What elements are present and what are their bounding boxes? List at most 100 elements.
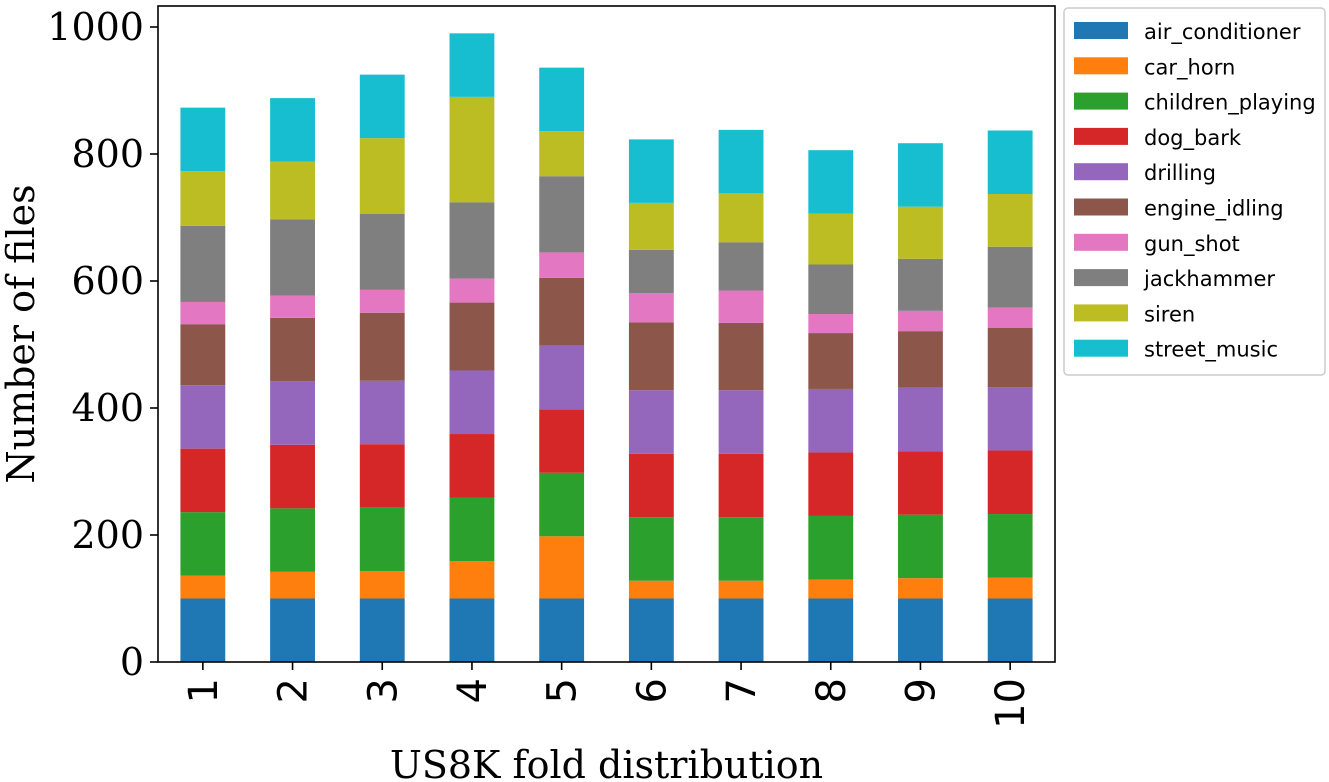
bar-segment-jackhammer-fold-7	[718, 242, 764, 291]
bar-segment-gun-shot-fold-9	[898, 310, 943, 332]
bar-segment-siren-fold-7	[718, 193, 764, 243]
bar-segment-street-music-fold-2	[270, 98, 315, 162]
bar-segment-children-playing-fold-9	[898, 514, 943, 579]
bar-segment-air-conditioner-fold-1	[180, 598, 226, 662]
legend: air_conditioner car_horn children_playingd…	[1063, 7, 1326, 376]
bar-segment-car-horn-fold-3	[359, 571, 405, 599]
bar-segment-street-music-fold-3	[359, 74, 405, 139]
y-axis: 0 200 400 600 800 1000	[47, 5, 158, 684]
bar-segment-air-conditioner-fold-8	[808, 598, 854, 662]
bar-segment-jackhammer-fold-8	[808, 264, 854, 315]
bar-segment-air-conditioner-fold-7	[718, 598, 764, 662]
y-axis-label: Number of files	[0, 184, 43, 483]
bar-segment-street-music-fold-4	[449, 33, 495, 97]
bar-segment-siren-fold-8	[808, 213, 854, 265]
legend-swatch-air-conditioner	[1074, 22, 1128, 39]
bar-segment-drilling-fold-9	[898, 387, 943, 452]
bar-segment-dog-bark-fold-4	[449, 434, 495, 498]
x-tick-label: 6	[629, 678, 675, 703]
bar-segment-street-music-fold-7	[718, 129, 764, 194]
bar-segment-children-playing-fold-4	[449, 497, 495, 562]
bar-segment-drilling-fold-8	[808, 388, 854, 453]
bar-segment-air-conditioner-fold-9	[898, 598, 943, 662]
bar-segment-air-conditioner-fold-10	[987, 598, 1033, 662]
bar-segment-children-playing-fold-8	[808, 515, 854, 580]
bar-segment-engine-idling-fold-4	[449, 302, 495, 371]
legend-label-engine-idling: engine_idling	[1144, 197, 1284, 222]
legend-swatch-engine-idling	[1074, 198, 1128, 216]
bar-segment-siren-fold-5	[539, 131, 585, 177]
bar-segment-air-conditioner-fold-5	[539, 598, 585, 662]
bar-segment-gun-shot-fold-7	[718, 290, 764, 323]
legend-label-gun-shot: gun_shot	[1144, 232, 1240, 257]
bar-segment-engine-idling-fold-2	[270, 317, 315, 382]
x-tick-label: 2	[271, 678, 317, 703]
y-tick-label: 200	[71, 513, 144, 557]
bar-segment-air-conditioner-fold-6	[628, 598, 674, 662]
bar-segment-street-music-fold-9	[898, 143, 943, 207]
bar-segment-car-horn-fold-4	[449, 561, 495, 599]
y-tick-label: 600	[71, 259, 144, 303]
bar-segment-engine-idling-fold-7	[718, 322, 764, 391]
x-axis: 1 2 3 4 5 6 7 8 9 10	[181, 662, 1034, 729]
bar-segment-street-music-fold-6	[628, 139, 674, 203]
legend-swatch-siren	[1074, 304, 1128, 322]
x-tick-label: 8	[809, 678, 855, 703]
bar-segment-dog-bark-fold-9	[898, 451, 943, 515]
bar-segment-dog-bark-fold-1	[180, 448, 226, 513]
bar-segment-car-horn-fold-10	[987, 577, 1033, 599]
y-tick-label: 400	[71, 386, 144, 430]
bar-segment-gun-shot-fold-1	[180, 301, 226, 325]
legend-label-jackhammer: jackhammer	[1143, 267, 1275, 291]
bar-segment-car-horn-fold-1	[180, 575, 226, 599]
legend-swatch-gun-shot	[1074, 233, 1128, 251]
bar-segment-car-horn-fold-9	[898, 578, 943, 599]
bar-segment-jackhammer-fold-10	[987, 246, 1033, 308]
x-tick-label: 7	[719, 678, 765, 703]
legend-label-car-horn: car_horn	[1144, 55, 1235, 80]
bar-segment-street-music-fold-1	[180, 107, 226, 172]
bar-segment-jackhammer-fold-6	[628, 249, 674, 294]
bar-segment-drilling-fold-4	[449, 370, 495, 435]
bar-segment-siren-fold-4	[449, 96, 495, 203]
y-tick-label: 1000	[47, 5, 144, 49]
bar-segment-siren-fold-3	[359, 138, 405, 214]
bar-segment-children-playing-fold-7	[718, 517, 764, 581]
bar-segment-gun-shot-fold-4	[449, 278, 495, 303]
bar-segment-siren-fold-2	[270, 161, 315, 220]
bar-segment-siren-fold-1	[180, 171, 226, 226]
legend-label-drilling: drilling	[1144, 161, 1216, 185]
x-tick-label: 4	[450, 678, 496, 703]
bar-segment-dog-bark-fold-8	[808, 452, 854, 516]
bar-segment-car-horn-fold-5	[539, 536, 585, 599]
legend-swatch-car-horn	[1074, 57, 1128, 75]
x-tick-label: 9	[898, 678, 944, 703]
bar-segment-gun-shot-fold-2	[270, 295, 315, 318]
bar-segment-children-playing-fold-5	[539, 472, 585, 537]
bar-segment-children-playing-fold-2	[270, 508, 315, 572]
bar-segment-children-playing-fold-3	[359, 507, 405, 572]
bar-segment-siren-fold-6	[628, 202, 674, 250]
bar-segment-drilling-fold-2	[270, 381, 315, 445]
bar-segment-engine-idling-fold-5	[539, 277, 585, 346]
bar-segment-car-horn-fold-6	[628, 580, 674, 599]
bar-segment-children-playing-fold-10	[987, 514, 1033, 578]
bar-segment-dog-bark-fold-6	[628, 453, 674, 518]
bar-segment-car-horn-fold-8	[808, 579, 854, 599]
x-tick-label: 1	[181, 678, 227, 703]
legend-label-children-playing: children_playing	[1144, 91, 1316, 116]
legend-swatch-children-playing	[1074, 92, 1128, 110]
bar-segment-air-conditioner-fold-4	[449, 598, 495, 662]
bar-segment-gun-shot-fold-6	[628, 293, 674, 323]
bar-segment-drilling-fold-10	[987, 387, 1033, 451]
bar-segment-engine-idling-fold-3	[359, 312, 405, 381]
bar-segment-siren-fold-10	[987, 194, 1033, 247]
bar-segment-siren-fold-9	[898, 206, 943, 259]
bar-segment-drilling-fold-3	[359, 380, 405, 445]
legend-swatch-dog-bark	[1074, 127, 1128, 145]
y-tick-label: 0	[120, 640, 144, 684]
bar-segment-dog-bark-fold-2	[270, 444, 315, 509]
bar-segment-gun-shot-fold-3	[359, 289, 405, 313]
bar-segment-engine-idling-fold-10	[987, 327, 1033, 388]
